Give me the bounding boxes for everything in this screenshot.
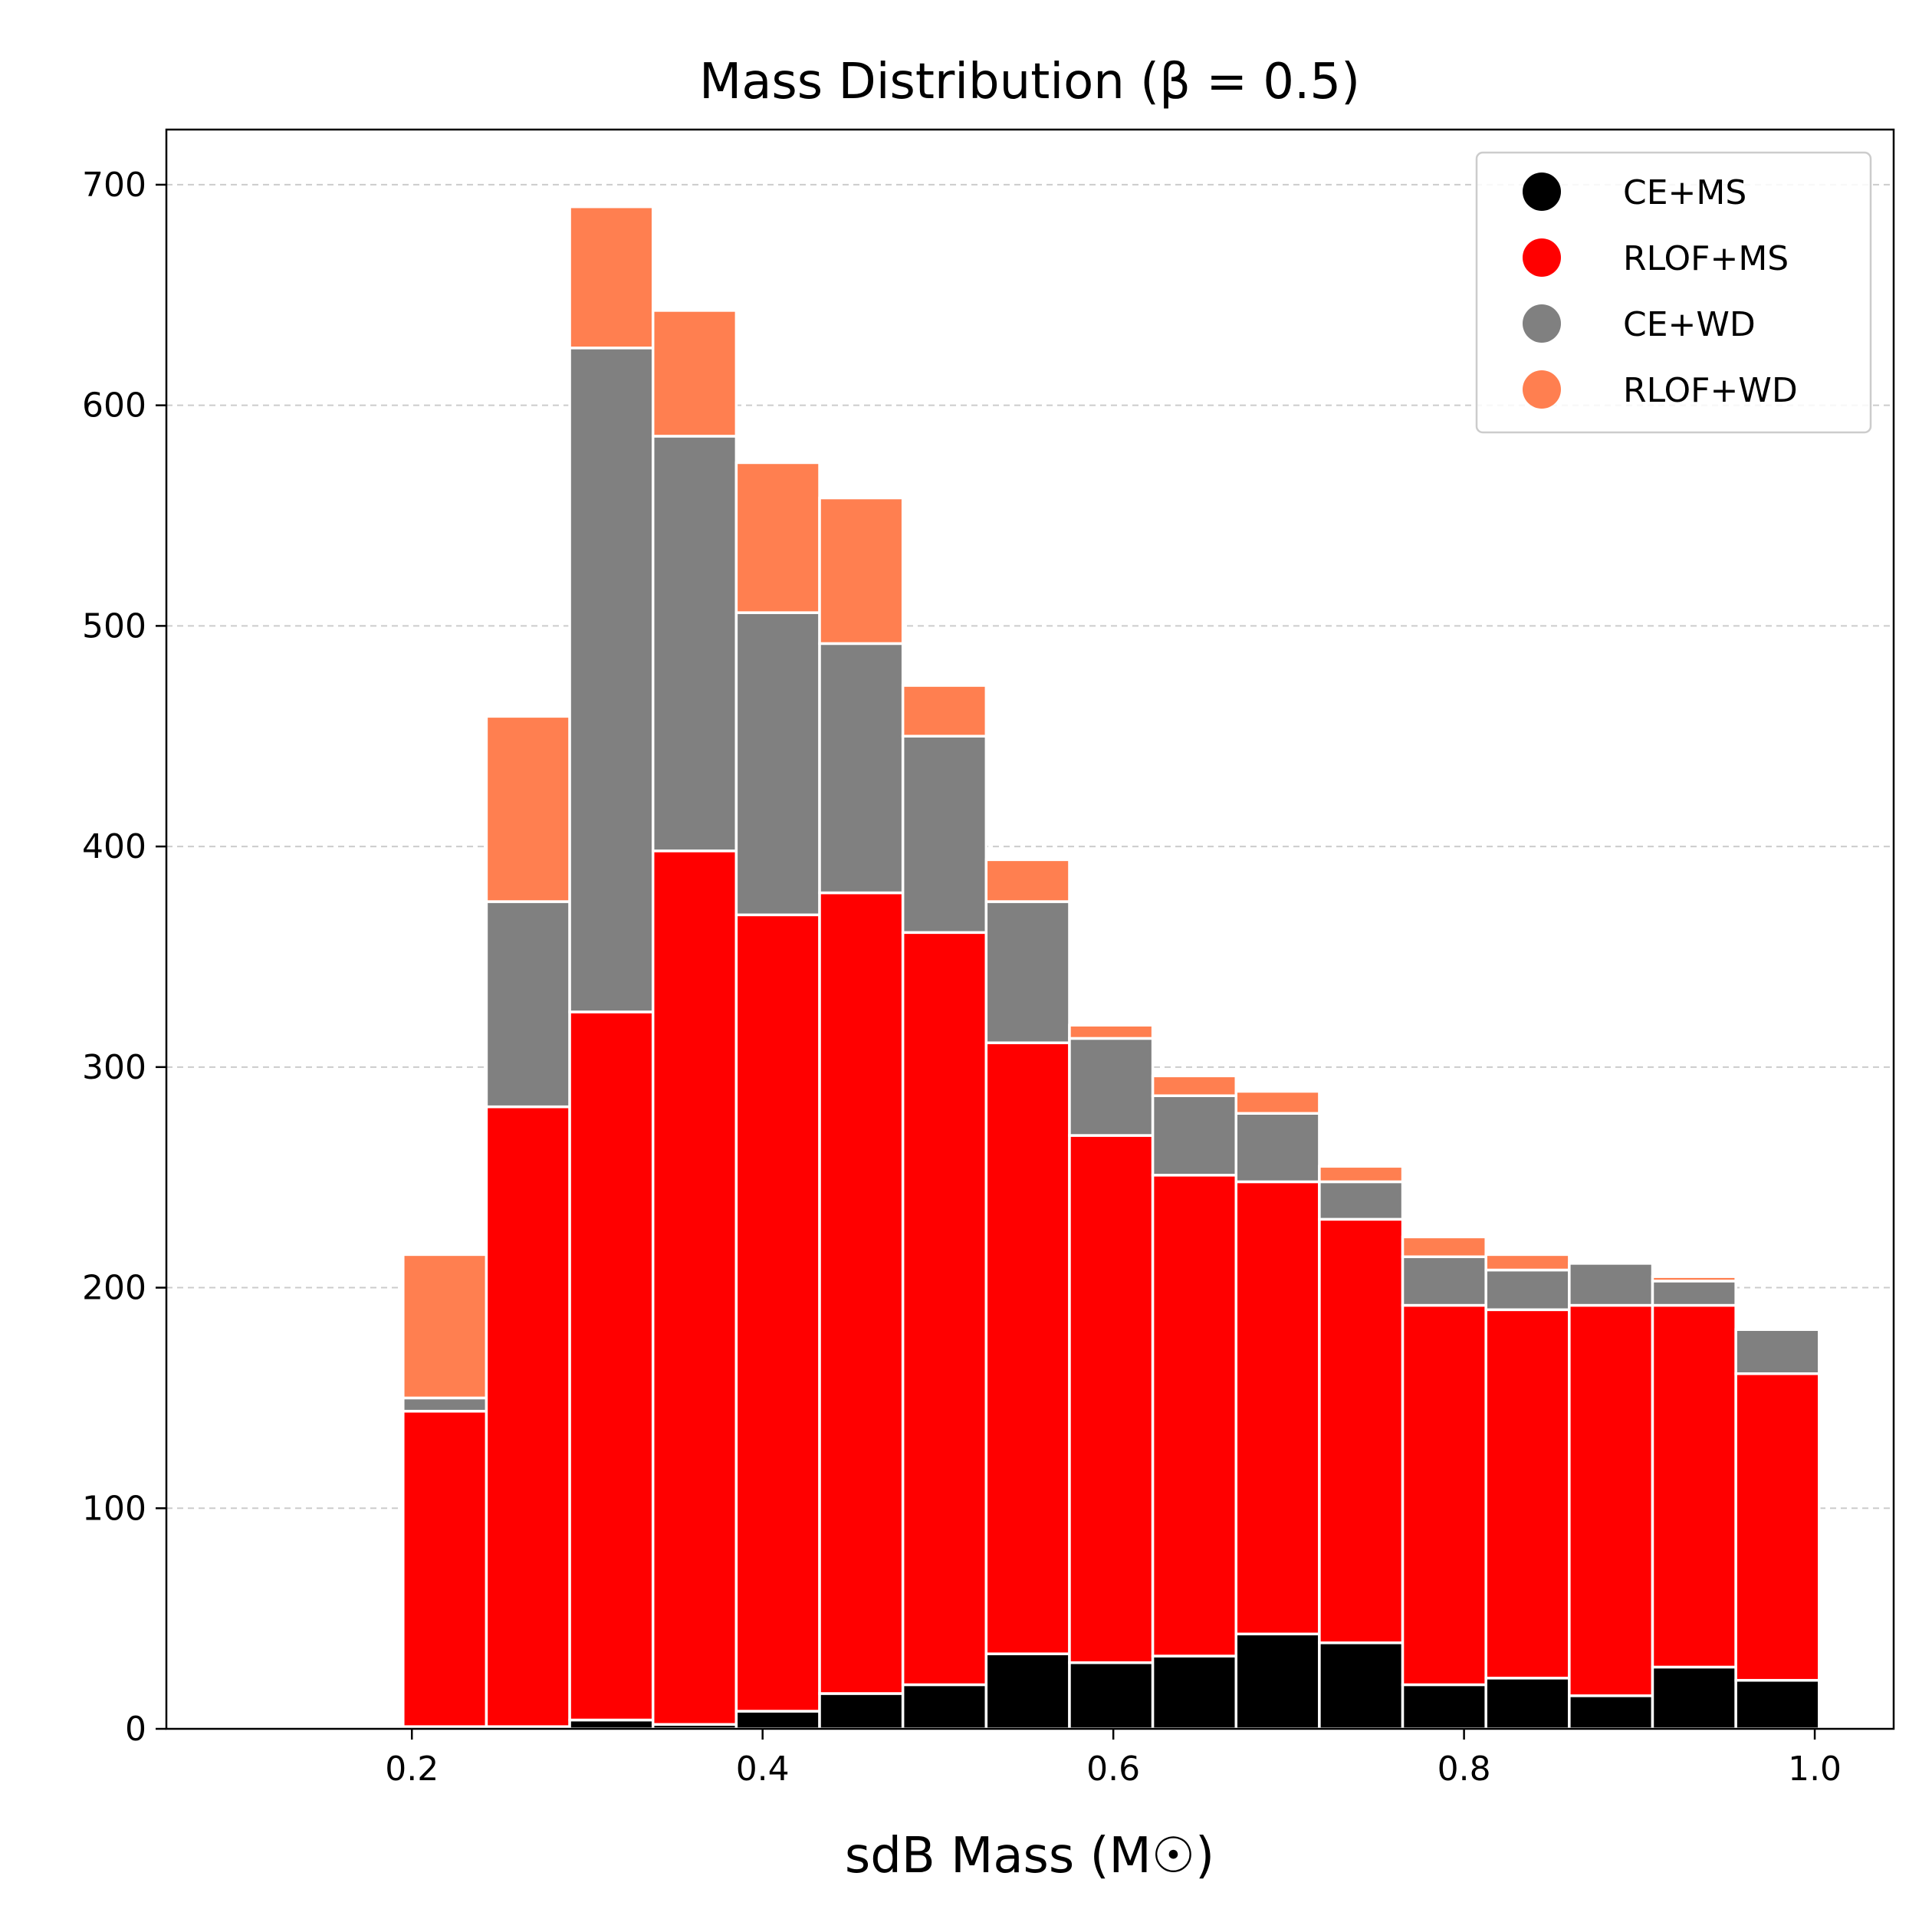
bar-segment xyxy=(818,496,905,646)
bar-segment xyxy=(1151,1094,1238,1177)
bar-segment xyxy=(1734,1678,1821,1730)
bar-segment xyxy=(1151,1174,1238,1658)
bar-segment xyxy=(1318,1217,1405,1644)
bar-segment xyxy=(901,931,988,1687)
bar-segment xyxy=(1568,1262,1654,1307)
legend-marker xyxy=(1523,370,1561,409)
bar-segment xyxy=(1151,1654,1238,1730)
x-tick-label: 0.4 xyxy=(736,1750,790,1789)
bar-segment xyxy=(651,435,738,853)
bar-segment xyxy=(402,1253,488,1400)
bar-segment xyxy=(1651,1275,1737,1283)
legend-label: CE+MS xyxy=(1623,173,1746,212)
bar-segment xyxy=(1234,1632,1321,1730)
bar-segment xyxy=(1484,1268,1571,1312)
y-tick-label: 0 xyxy=(125,1710,146,1749)
bar-segment xyxy=(1068,1037,1155,1137)
bar-segment xyxy=(818,642,905,895)
y-tick-label: 400 xyxy=(82,827,146,866)
bar-segment xyxy=(1401,1683,1487,1730)
bar-segment xyxy=(734,913,821,1713)
bar-segment xyxy=(651,849,738,1726)
bar-segment xyxy=(984,1652,1071,1730)
bar-segment xyxy=(1651,1280,1737,1307)
bar-segment xyxy=(1318,1180,1405,1221)
bar-segment xyxy=(1484,1308,1571,1680)
legend-marker xyxy=(1523,304,1561,343)
bar-segment xyxy=(1234,1089,1321,1115)
bar-segment xyxy=(485,900,571,1109)
bar-segment xyxy=(568,1010,655,1722)
y-tick-label: 700 xyxy=(82,166,146,205)
y-tick-label: 500 xyxy=(82,606,146,646)
bar-segment xyxy=(1651,1303,1737,1669)
axis-ticks: 0 100 200 300 400 500 600 700 0.2 0.4 0.6 0.8 1.0 xyxy=(82,166,1842,1789)
bar-segment xyxy=(1151,1074,1238,1097)
legend: CE+MS RLOF+MS CE+WD RLOF+WD xyxy=(1475,151,1872,434)
legend-box xyxy=(1475,151,1872,434)
bar-segment xyxy=(1734,1372,1821,1682)
bars xyxy=(402,205,1821,1730)
bar-segment xyxy=(402,1409,488,1728)
x-axis-label: sdB Mass (M☉) xyxy=(845,1828,1214,1884)
chart-title: Mass Distribution (β = 0.5) xyxy=(699,54,1360,110)
x-tick-label: 1.0 xyxy=(1788,1750,1842,1789)
bar-segment xyxy=(1734,1328,1821,1375)
bar-segment xyxy=(651,309,738,438)
bar-segment xyxy=(1401,1303,1487,1687)
bar-segment xyxy=(1068,1661,1155,1730)
bar-segment xyxy=(901,734,988,935)
bar-segment xyxy=(1068,1134,1155,1664)
bar-segment xyxy=(1401,1235,1487,1259)
x-tick-label: 0.8 xyxy=(1438,1750,1491,1789)
legend-marker xyxy=(1523,238,1561,277)
bar-segment xyxy=(818,891,905,1695)
bar-segment xyxy=(734,461,821,614)
bar-segment xyxy=(402,1396,488,1413)
y-tick-label: 200 xyxy=(82,1269,146,1308)
bar-segment xyxy=(734,611,821,917)
plot-frame xyxy=(165,128,1895,1730)
bar-segment xyxy=(568,347,655,1014)
bar-segment xyxy=(818,1692,905,1730)
bar-segment xyxy=(734,1710,821,1730)
bar-segment xyxy=(1651,1665,1737,1730)
y-tick-label: 600 xyxy=(82,386,146,426)
bar-segment xyxy=(1318,1165,1405,1184)
bar-segment xyxy=(485,1105,571,1728)
bar-segment xyxy=(984,1041,1071,1655)
bar-segment xyxy=(1568,1303,1654,1697)
bar-segment xyxy=(1401,1255,1487,1307)
legend-label: RLOF+WD xyxy=(1623,371,1798,410)
y-tick-label: 300 xyxy=(82,1048,146,1087)
bar-segment xyxy=(568,205,655,350)
bar-segment xyxy=(1234,1112,1321,1184)
legend-label: RLOF+MS xyxy=(1623,239,1789,278)
y-tick-label: 100 xyxy=(82,1489,146,1528)
bar-segment xyxy=(485,715,571,903)
x-tick-label: 0.6 xyxy=(1086,1750,1140,1789)
legend-marker xyxy=(1523,172,1561,211)
bar-segment xyxy=(984,858,1071,903)
bar-segment xyxy=(1484,1677,1571,1730)
bar-segment xyxy=(1484,1253,1571,1272)
legend-label: CE+WD xyxy=(1623,305,1756,344)
x-tick-label: 0.2 xyxy=(385,1750,439,1789)
bar-segment xyxy=(1068,1024,1155,1040)
bar-segment xyxy=(901,1683,988,1730)
bar-segment xyxy=(1568,1694,1654,1730)
bar-segment xyxy=(901,684,988,738)
bar-segment xyxy=(1234,1180,1321,1636)
bar-segment xyxy=(984,900,1071,1044)
bar-segment xyxy=(1318,1641,1405,1730)
